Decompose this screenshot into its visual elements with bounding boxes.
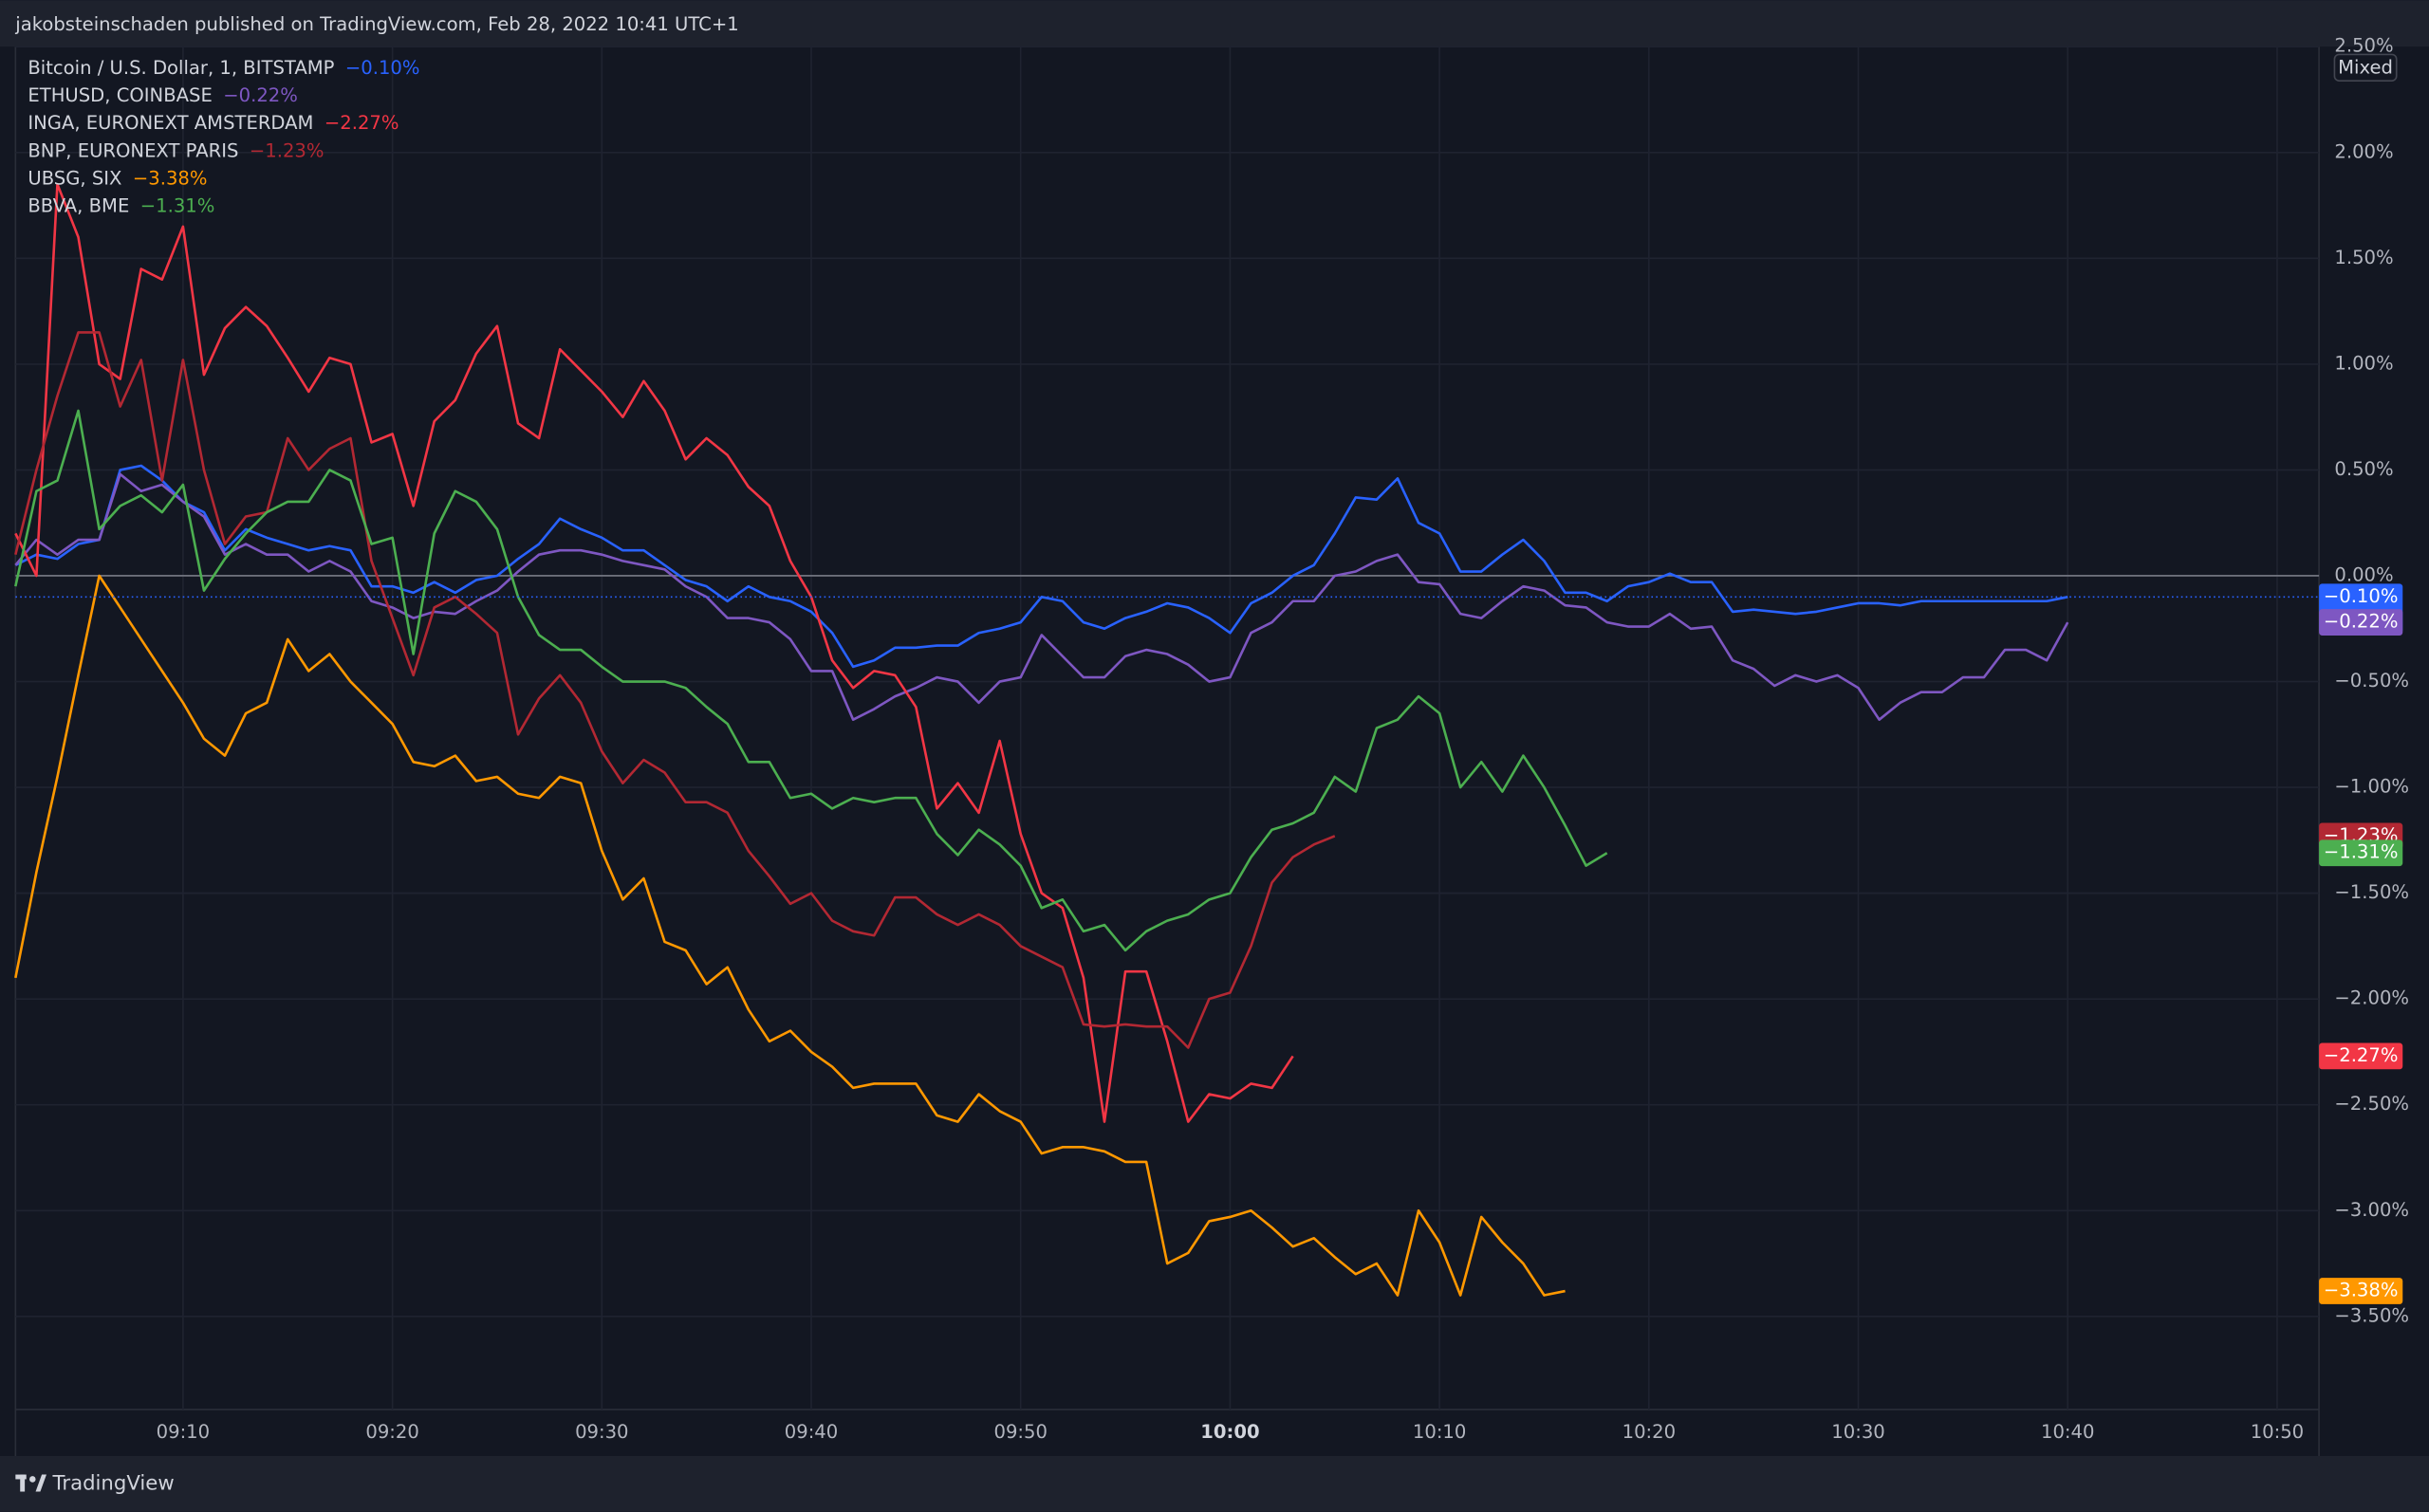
scale-mode-label[interactable]: Mixed [2338, 57, 2393, 79]
series-line [14, 331, 1336, 1049]
price-tag-label: −0.10% [2324, 585, 2399, 607]
legend-value: −0.22% [223, 84, 298, 106]
y-tick-label: 0.50% [2334, 458, 2393, 480]
x-tick-label: 10:40 [2041, 1421, 2094, 1443]
y-tick-label: −0.50% [2334, 670, 2409, 691]
legend-name: Bitcoin / U.S. Dollar, 1, BITSTAMP [28, 57, 334, 79]
legend-value: −2.27% [324, 112, 399, 134]
legend-name: BBVA, BME [28, 194, 129, 216]
plot-area [14, 46, 2320, 1410]
legend-name: INGA, EURONEXT AMSTERDAM [28, 112, 313, 134]
price-tag-label: −1.31% [2324, 841, 2399, 863]
footer-bar [0, 1455, 2429, 1512]
y-tick-label: 1.00% [2334, 352, 2393, 374]
y-tick-label: −2.00% [2334, 987, 2409, 1009]
legend-value: −3.38% [133, 167, 208, 189]
x-tick-label: 09:30 [575, 1421, 628, 1443]
y-tick-label: 2.50% [2334, 35, 2393, 57]
price-tag [2319, 1042, 2403, 1070]
y-tick-label: −3.50% [2334, 1304, 2409, 1326]
legend-entry: BNP, EURONEXT PARIS −1.23% [28, 139, 324, 161]
y-tick-label: −1.50% [2334, 881, 2409, 903]
header-bar [0, 0, 2429, 47]
series-line [14, 182, 1294, 1123]
legend-entry: BBVA, BME −1.31% [28, 194, 214, 216]
price-tag [2319, 1278, 2403, 1304]
x-tick-label: 09:40 [785, 1421, 838, 1443]
x-tick-label: 09:50 [993, 1421, 1047, 1443]
legend-value: −0.10% [345, 57, 420, 79]
price-tag-label: −0.22% [2324, 611, 2399, 633]
legend-name: ETHUSD, COINBASE [28, 84, 212, 106]
legend-entry: UBSG, SIX −3.38% [28, 167, 207, 189]
series-line [14, 464, 2068, 669]
x-tick-label: 09:10 [157, 1421, 210, 1443]
x-tick-label: 10:10 [1413, 1421, 1466, 1443]
legend: Bitcoin / U.S. Dollar, 1, BITSTAMP −0.10%… [28, 57, 419, 216]
y-tick-label: 1.50% [2334, 247, 2393, 268]
series-line [14, 472, 2069, 721]
y-tick-label: 2.00% [2334, 140, 2393, 162]
series-line [14, 574, 1566, 1297]
y-tick-label: −1.00% [2334, 776, 2409, 798]
header-text: jakobsteinschaden published on TradingVi… [14, 13, 738, 35]
series-line [14, 409, 1608, 952]
legend-name: BNP, EURONEXT PARIS [28, 139, 238, 161]
price-tag-label: −3.38% [2324, 1280, 2399, 1301]
x-tick-label: 10:30 [1831, 1421, 1884, 1443]
x-tick-label: 10:20 [1622, 1421, 1676, 1443]
x-tick-label: 10:50 [2251, 1421, 2304, 1443]
legend-entry: Bitcoin / U.S. Dollar, 1, BITSTAMP −0.10% [28, 57, 419, 79]
y-tick-label: −2.50% [2334, 1093, 2409, 1115]
x-tick-label: 09:20 [365, 1421, 418, 1443]
legend-entry: INGA, EURONEXT AMSTERDAM −2.27% [28, 112, 399, 134]
price-tag-label: −2.27% [2324, 1044, 2399, 1066]
price-tags: −0.10%00:16−0.22%−2.27%−1.23%−3.38%−1.31… [2319, 583, 2403, 1304]
brand-logo [15, 1474, 46, 1492]
y-tick-label: 0.00% [2334, 563, 2393, 585]
x-tick-label: 10:00 [1200, 1421, 1259, 1443]
y-tick-label: −3.00% [2334, 1199, 2409, 1221]
price-tag [2319, 839, 2403, 867]
scale-mode-button[interactable] [2333, 53, 2398, 82]
brand-name[interactable]: TradingView [52, 1471, 175, 1495]
price-tag [2319, 609, 2403, 636]
legend-entry: ETHUSD, COINBASE −0.22% [28, 84, 297, 106]
legend-value: −1.23% [250, 139, 324, 161]
legend-value: −1.31% [140, 194, 215, 216]
legend-name: UBSG, SIX [28, 167, 121, 189]
